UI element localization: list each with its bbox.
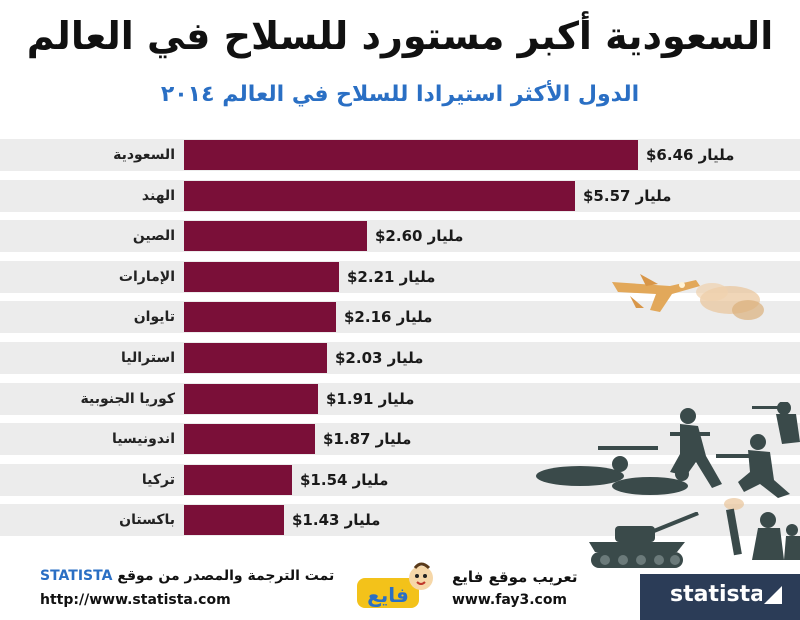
category-label: تركيا <box>141 472 175 488</box>
value-label: $1.91 مليار <box>326 390 415 408</box>
value-label: $2.21 مليار <box>347 268 436 286</box>
category-label: الهند <box>141 188 175 204</box>
footer: تمت الترجمة والمصدر من موقع STATISTA htt… <box>0 560 800 620</box>
fighter-jet-icon <box>612 274 764 320</box>
value-label: $5.57 مليار <box>583 187 672 205</box>
tank-icon <box>589 512 699 568</box>
translation-url-link[interactable]: www.fay3.com <box>452 592 568 608</box>
category-label: كوريا الجنوبية <box>80 391 175 407</box>
bar <box>184 424 315 454</box>
bar <box>184 302 336 332</box>
row-background <box>0 383 800 415</box>
fay3-logo: فايع <box>357 562 433 608</box>
source-brand: STATISTA <box>40 568 113 584</box>
mortar-crew-icon <box>724 498 800 560</box>
value-label: $2.03 مليار <box>335 349 424 367</box>
category-label: السعودية <box>113 147 175 163</box>
chart-title: السعودية أكبر مستورد للسلاح في العالم <box>26 14 774 58</box>
category-label: الإمارات <box>118 269 175 285</box>
row-background <box>0 301 800 333</box>
category-label: باكستان <box>119 512 175 528</box>
translation-credit: تعريب موقع فايع <box>452 568 578 586</box>
value-label: $1.43 مليار <box>292 511 381 529</box>
source-credit-text: تمت الترجمة والمصدر من موقع <box>117 568 335 584</box>
bar <box>184 181 575 211</box>
value-label: $2.16 مليار <box>344 308 433 326</box>
category-label: استراليا <box>120 350 175 366</box>
bar <box>184 465 292 495</box>
value-label: $1.87 مليار <box>323 430 412 448</box>
bar <box>184 505 284 535</box>
row-background <box>0 220 800 252</box>
source-url-link[interactable]: http://www.statista.com <box>40 592 231 608</box>
bar <box>184 262 339 292</box>
bar <box>184 384 318 414</box>
value-label: $6.46 مليار <box>646 146 735 164</box>
row-background <box>0 504 800 536</box>
row-background <box>0 423 800 455</box>
statista-logo-text: statista <box>670 582 765 607</box>
category-label: تايوان <box>133 309 175 325</box>
bar <box>184 221 367 251</box>
row-background <box>0 342 800 374</box>
chart-subtitle: الدول الأكثر استيرادا للسلاح في العالم ٢… <box>160 82 640 107</box>
bar <box>184 343 327 373</box>
statista-logo-icon <box>762 584 784 606</box>
category-label: الصين <box>132 228 175 244</box>
fay3-logo-text: فايع <box>367 583 409 607</box>
category-label: اندونيسيا <box>111 431 175 447</box>
source-credit: تمت الترجمة والمصدر من موقع STATISTA <box>40 568 334 584</box>
value-label: $2.60 مليار <box>375 227 464 245</box>
soldiers-silhouette <box>536 402 800 498</box>
bar <box>184 140 638 170</box>
value-label: $1.54 مليار <box>300 471 389 489</box>
